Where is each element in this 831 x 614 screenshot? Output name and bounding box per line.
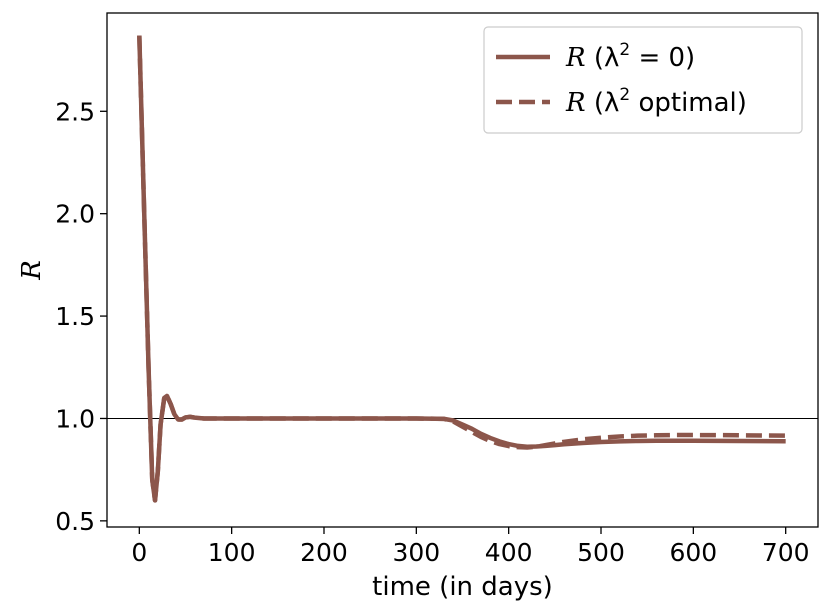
x-tick-label: 400 [485, 538, 533, 567]
x-axis-label: time (in days) [372, 572, 553, 602]
x-tick-label: 100 [208, 538, 256, 567]
axes-frame [106, 12, 819, 528]
y-tick-label: 1.5 [55, 302, 95, 331]
y-tick-label: 2.5 [55, 97, 95, 126]
axes-group: 0 100 200 300 400 500 600 700 0.5 1.0 1.5 2.0 2.5 [55, 12, 819, 567]
y-tick-label: 1.0 [55, 404, 95, 433]
x-tick-label: 700 [762, 538, 810, 567]
x-tick-label: 0 [131, 538, 147, 567]
x-tick-label: 200 [300, 538, 348, 567]
legend-entry-label: R (λ2 optimal) [565, 85, 747, 118]
y-axis-label: R [17, 260, 47, 281]
y-tick-label: 0.5 [55, 507, 95, 536]
legend-entry-label: R (λ2 = 0) [565, 40, 695, 73]
series-group [137, 35, 786, 503]
legend: R (λ2 = 0) R (λ2 optimal) [483, 26, 803, 134]
series-line-lambda-zero [137, 35, 786, 503]
x-tick-label: 600 [669, 538, 717, 567]
x-tick-label: 300 [392, 538, 440, 567]
x-tick-label: 500 [577, 538, 625, 567]
y-tick-label: 2.0 [55, 200, 95, 229]
legend-box [483, 26, 803, 134]
